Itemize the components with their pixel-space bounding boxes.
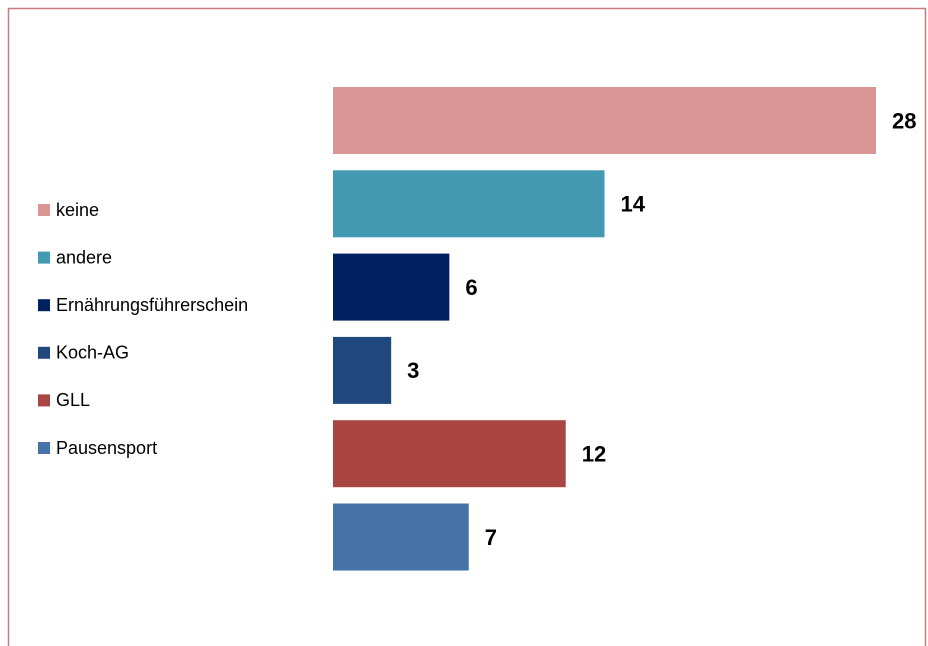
- bar: [333, 87, 876, 154]
- value-label: 28: [892, 108, 916, 133]
- value-label: 3: [407, 358, 419, 383]
- legend-label: Koch-AG: [56, 343, 129, 363]
- legend-swatch: [38, 251, 50, 264]
- value-label: 7: [485, 525, 497, 550]
- legend-label: Pausensport: [56, 438, 157, 458]
- value-label: 12: [582, 442, 606, 467]
- legend-swatch: [38, 346, 50, 359]
- bar: [333, 336, 392, 404]
- bar: [333, 503, 469, 571]
- legend-label: keine: [56, 200, 99, 220]
- bar: [333, 170, 605, 238]
- legend-label: andere: [56, 247, 112, 267]
- bar: [333, 253, 450, 321]
- legend-swatch: [38, 299, 50, 312]
- legend-swatch: [38, 204, 50, 216]
- chart-frame: [7, 7, 927, 646]
- legend-label: GLL: [56, 390, 90, 410]
- legend-label: Ernährungsführerschein: [56, 295, 248, 315]
- legend-swatch: [38, 442, 50, 454]
- value-label: 14: [621, 192, 646, 217]
- legend-swatch: [38, 394, 50, 407]
- bar: [333, 420, 566, 488]
- value-label: 6: [465, 275, 477, 300]
